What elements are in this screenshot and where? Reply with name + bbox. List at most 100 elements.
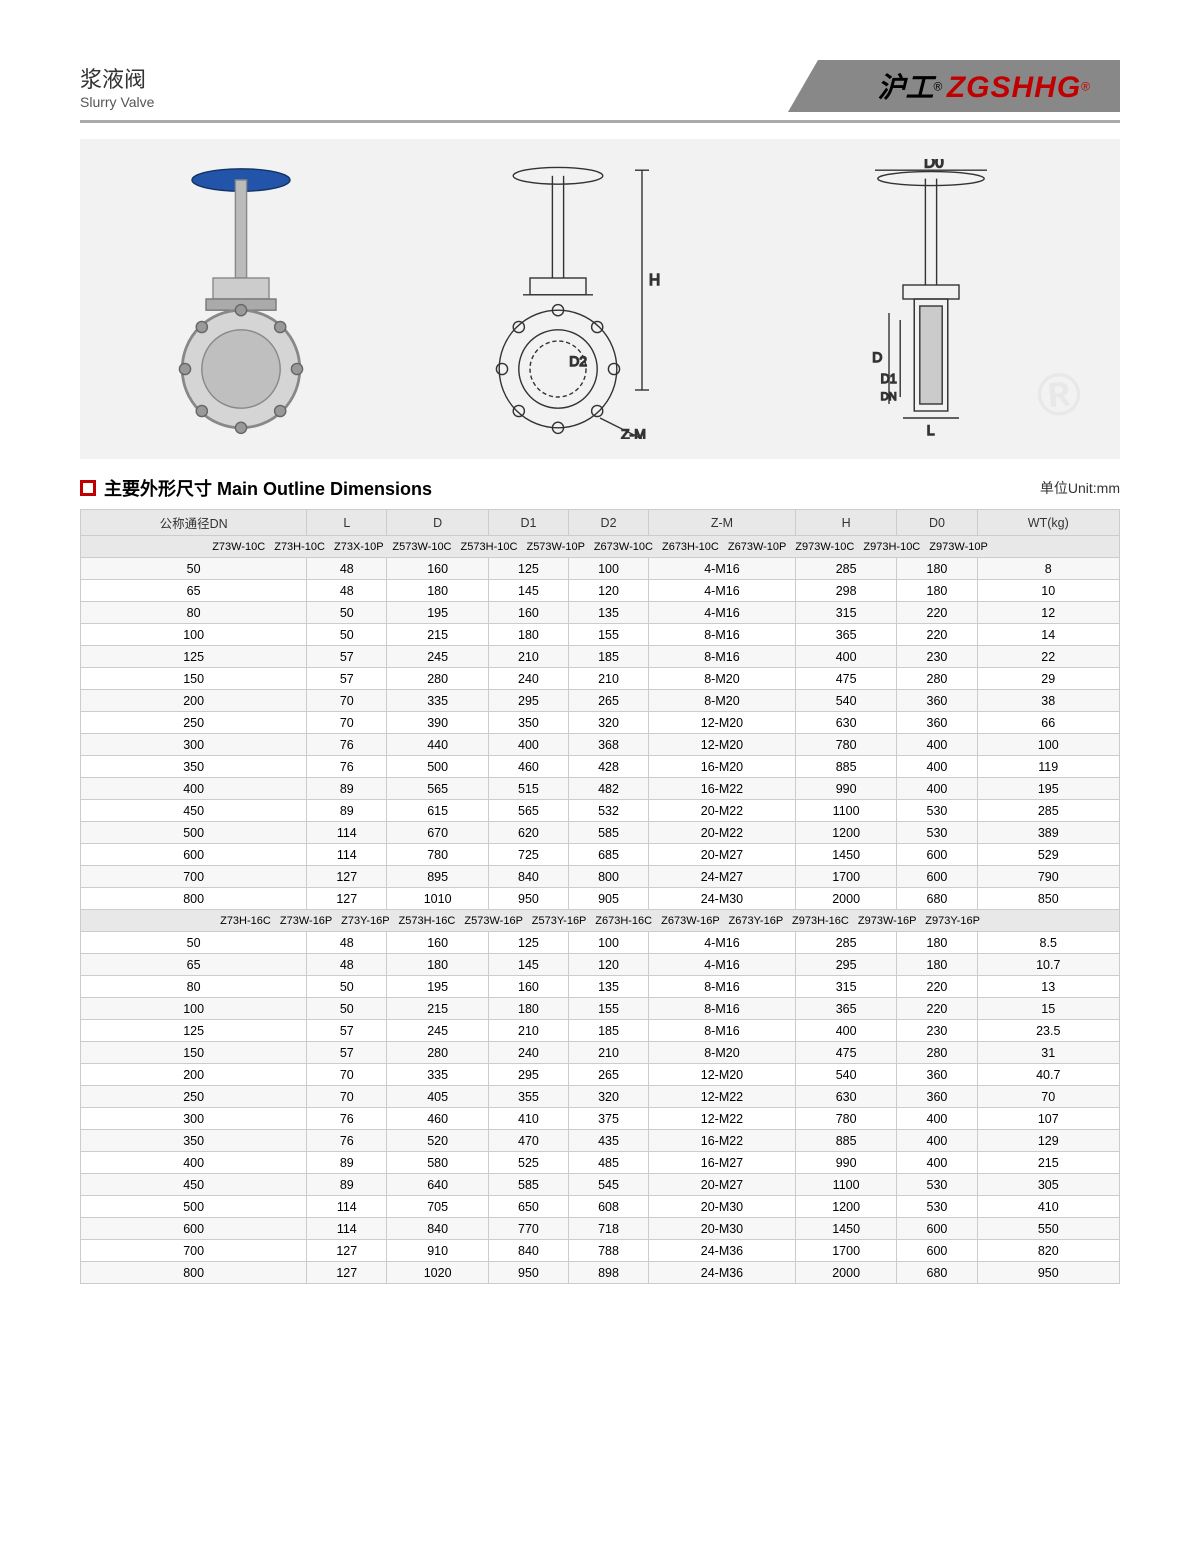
table-cell: 160	[488, 602, 568, 624]
table-cell: 40.7	[977, 1064, 1120, 1086]
table-cell: 245	[387, 1020, 489, 1042]
table-cell: 195	[387, 602, 489, 624]
table-header-cell: D1	[488, 510, 568, 536]
table-cell: 10.7	[977, 954, 1120, 976]
table-cell: 4-M16	[649, 580, 796, 602]
table-cell: 20-M30	[649, 1196, 796, 1218]
table-cell: 280	[897, 668, 977, 690]
table-cell: 180	[897, 558, 977, 580]
table-cell: 428	[569, 756, 649, 778]
table-cell: 160	[387, 558, 489, 580]
table-row: 60011478072568520-M271450600529	[81, 844, 1120, 866]
table-cell: 100	[569, 558, 649, 580]
table-cell: 640	[387, 1174, 489, 1196]
table-cell: 600	[897, 844, 977, 866]
table-cell: 240	[488, 1042, 568, 1064]
table-cell: 885	[795, 756, 897, 778]
table-row: 50011467062058520-M221200530389	[81, 822, 1120, 844]
unit-label: 单位Unit:mm	[1040, 478, 1120, 498]
table-cell: 460	[387, 1108, 489, 1130]
table-cell: 788	[569, 1240, 649, 1262]
registered-icon: ®	[934, 80, 943, 94]
table-cell: 1100	[795, 1174, 897, 1196]
table-cell: 565	[387, 778, 489, 800]
table-cell: 295	[795, 954, 897, 976]
table-cell: 400	[795, 1020, 897, 1042]
table-header-row: 公称通径DNLDD1D2Z-MHD0WT(kg)	[81, 510, 1120, 536]
table-cell: 1100	[795, 800, 897, 822]
table-cell: 905	[569, 888, 649, 910]
table-cell: 180	[897, 932, 977, 954]
table-cell: 8-M20	[649, 668, 796, 690]
table-header-cell: D0	[897, 510, 977, 536]
table-cell: 895	[387, 866, 489, 888]
table-cell: 285	[795, 932, 897, 954]
table-row: 2007033529526512-M2054036040.7	[81, 1064, 1120, 1086]
table-cell: 220	[897, 624, 977, 646]
table-cell: 280	[897, 1042, 977, 1064]
table-cell: 500	[81, 1196, 307, 1218]
table-row: 100502151801558-M1636522014	[81, 624, 1120, 646]
table-cell: 8-M16	[649, 976, 796, 998]
table-cell: 48	[307, 954, 387, 976]
model-cell: Z73H-16C Z73W-16P Z73Y-16P Z573H-16C Z57…	[81, 910, 1120, 932]
table-cell: 780	[795, 734, 897, 756]
table-cell: 950	[488, 1262, 568, 1284]
table-cell: 125	[81, 646, 307, 668]
table-cell: 20-M27	[649, 844, 796, 866]
table-cell: 57	[307, 1020, 387, 1042]
table-cell: 57	[307, 646, 387, 668]
table-cell: 180	[488, 624, 568, 646]
table-row: 800127102095089824-M362000680950	[81, 1262, 1120, 1284]
table-cell: 8-M16	[649, 624, 796, 646]
table-cell: 285	[977, 800, 1120, 822]
table-cell: 8.5	[977, 932, 1120, 954]
table-cell: 50	[307, 976, 387, 998]
table-cell: 12	[977, 602, 1120, 624]
table-cell: 215	[387, 998, 489, 1020]
table-cell: 4-M16	[649, 954, 796, 976]
table-cell: 20-M30	[649, 1218, 796, 1240]
table-cell: 220	[897, 998, 977, 1020]
table-cell: 530	[897, 1196, 977, 1218]
table-row: 60011484077071820-M301450600550	[81, 1218, 1120, 1240]
table-cell: 360	[897, 712, 977, 734]
table-cell: 585	[569, 822, 649, 844]
table-header-cell: L	[307, 510, 387, 536]
table-cell: 65	[81, 580, 307, 602]
square-bullet-icon	[80, 480, 96, 496]
table-cell: 400	[795, 646, 897, 668]
table-row: 80501951601358-M1631522013	[81, 976, 1120, 998]
table-cell: 20-M22	[649, 822, 796, 844]
table-cell: 107	[977, 1108, 1120, 1130]
table-cell: 460	[488, 756, 568, 778]
table-cell: 125	[488, 558, 568, 580]
table-header-cell: D2	[569, 510, 649, 536]
table-cell: 1450	[795, 844, 897, 866]
table-cell: 65	[81, 954, 307, 976]
table-cell: 24-M36	[649, 1240, 796, 1262]
table-row: 4508964058554520-M271100530305	[81, 1174, 1120, 1196]
table-cell: 210	[488, 646, 568, 668]
table-header-cell: D	[387, 510, 489, 536]
table-row: 3007644040036812-M20780400100	[81, 734, 1120, 756]
table-cell: 24-M27	[649, 866, 796, 888]
table-cell: 725	[488, 844, 568, 866]
title-english: Slurry Valve	[80, 94, 154, 110]
table-cell: 120	[569, 954, 649, 976]
table-cell: 840	[488, 866, 568, 888]
table-cell: 2000	[795, 1262, 897, 1284]
table-row: 2507040535532012-M2263036070	[81, 1086, 1120, 1108]
model-row: Z73W-10C Z73H-10C Z73X-10P Z573W-10C Z57…	[81, 536, 1120, 558]
table-cell: 89	[307, 778, 387, 800]
table-row: 800127101095090524-M302000680850	[81, 888, 1120, 910]
table-cell: 13	[977, 976, 1120, 998]
brand-english: ZGSHHG	[947, 71, 1081, 104]
table-cell: 24-M30	[649, 888, 796, 910]
table-cell: 195	[977, 778, 1120, 800]
table-cell: 8-M20	[649, 1042, 796, 1064]
table-cell: 100	[81, 624, 307, 646]
table-cell: 475	[795, 668, 897, 690]
table-cell: 14	[977, 624, 1120, 646]
table-cell: 127	[307, 866, 387, 888]
